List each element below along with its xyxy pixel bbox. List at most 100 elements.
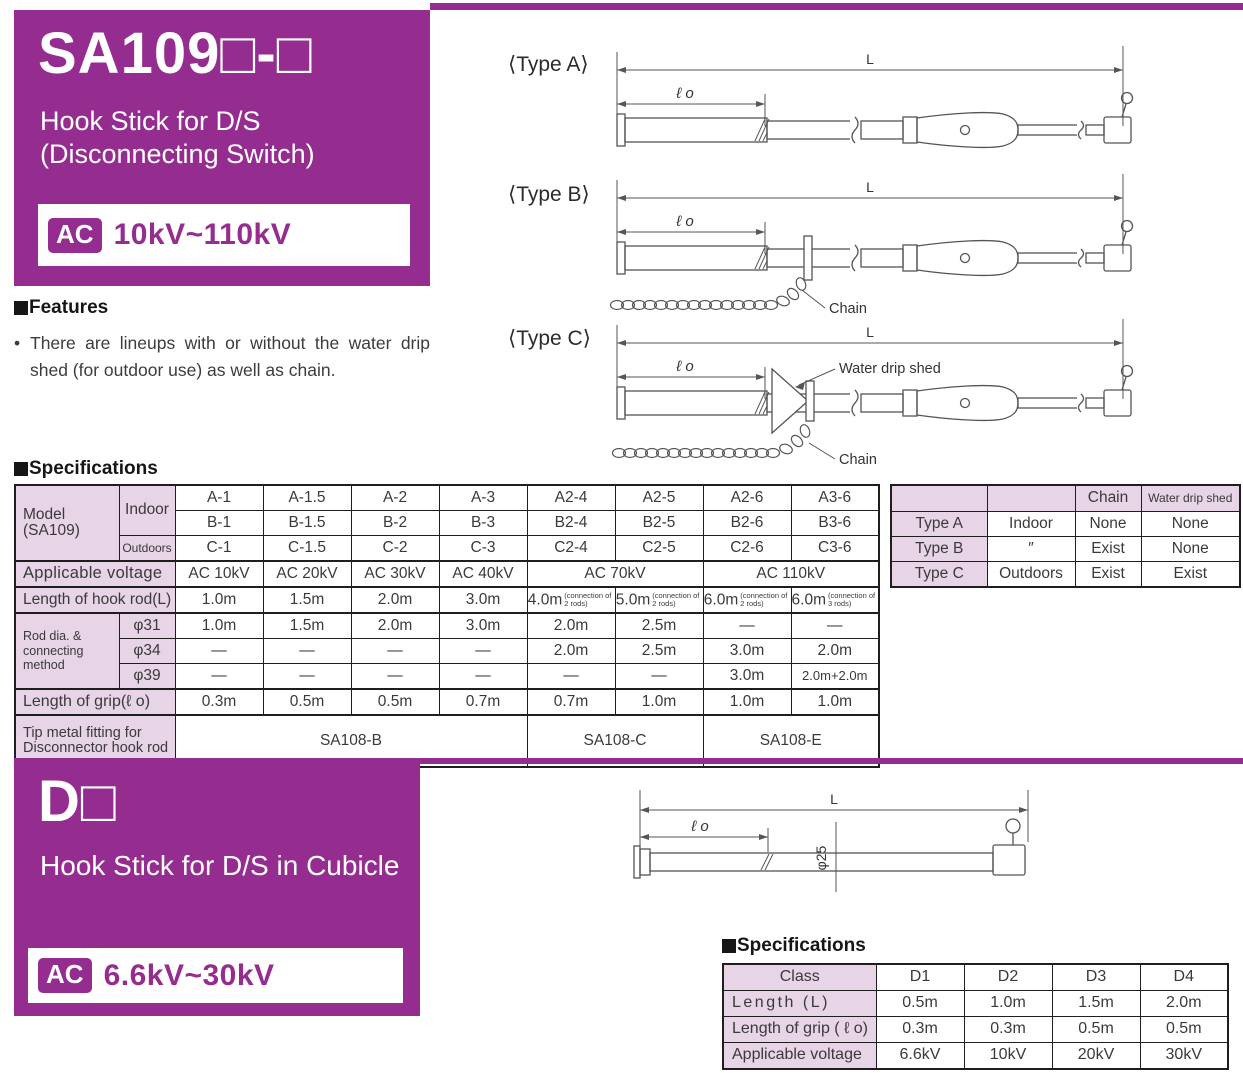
table-cell: AC 110kV — [702, 560, 880, 588]
table-cell: D4 — [1139, 963, 1229, 991]
dia39-label: φ39 — [118, 663, 176, 690]
length-label: Length (L) — [722, 990, 877, 1017]
table-cell: C-3 — [438, 535, 528, 562]
table-cell: 2.0m — [790, 638, 880, 664]
dia31-label: φ31 — [118, 612, 176, 639]
dim-lo-label: ℓ o — [675, 213, 693, 230]
table-cell: 1.0m — [963, 990, 1053, 1017]
table-cell: AC 70kV — [526, 560, 704, 588]
table-cell: 2.5m — [614, 638, 704, 664]
table-cell: — — [438, 638, 528, 664]
dia-row-34: φ34 — — — — 2.0m 2.5m 3.0m 2.0m — [15, 638, 880, 664]
table-cell: C2-6 — [702, 535, 792, 562]
section2-model-title: D□ — [38, 769, 117, 834]
type-c-row: Type C Outdoors Exist Exist — [890, 561, 1241, 588]
type-a-diagram: L ℓ o — [616, 46, 1134, 149]
section2-header-box: D□ Hook Stick for D/S in Cubicle AC 6.6k… — [14, 758, 420, 1016]
table-cell: 0.7m — [526, 688, 616, 716]
section2-voltage-range: 6.6kV~30kV — [103, 958, 275, 992]
tip-label-2: Disconnector hook rod — [23, 740, 169, 756]
table-cell: None — [1140, 511, 1241, 537]
type-b-row: Type B ″ Exist None — [890, 536, 1241, 562]
type-a-label: ⟨Type A⟩ — [508, 53, 589, 76]
table-cell: C2-4 — [526, 535, 616, 562]
table-cell: D3 — [1051, 963, 1141, 991]
cubicle-stick-diagram: L ℓ o φ25 — [633, 790, 1029, 892]
table-cell: ″ — [986, 536, 1076, 562]
table-cell: 2.0m — [526, 612, 616, 639]
table-cell: — — [350, 638, 440, 664]
table-cell: 6.0m (connection of 3 rods) — [790, 586, 880, 614]
table-cell: Outdoors — [986, 561, 1076, 588]
water-drip-shed-graphic — [771, 367, 809, 435]
rod-dia-label-1: Rod dia. & — [23, 629, 82, 644]
indoor-cell: Indoor — [118, 484, 176, 536]
class-label: Class — [722, 963, 877, 991]
table-cell: 1.0m — [614, 688, 704, 716]
class-row: Class D1 D2 D3 D4 — [722, 963, 1229, 991]
table-cell: AC 40kV — [438, 560, 528, 588]
table-cell: 10kV — [963, 1042, 1053, 1070]
section1-model-title: SA109□-□ — [38, 21, 313, 86]
top-rule — [430, 3, 1243, 10]
hook-rod-label: Length of hook rod(L) — [14, 586, 176, 614]
tip-label-1: Tip metal fitting for — [23, 724, 142, 741]
table-cell: — — [174, 638, 264, 664]
rod-dia-header-cell: Rod dia. & connecting method — [14, 612, 120, 690]
dim-L-label: L — [830, 791, 838, 807]
table-cell: 6.6kV — [875, 1042, 965, 1070]
ac-badge: AC — [38, 958, 92, 993]
chain-callout: Chain — [839, 452, 877, 468]
table-cell: B-1.5 — [262, 510, 352, 536]
main-spec-table: Model (SA109) Indoor A-1 A-1.5 A-2 A-3 A… — [14, 484, 880, 768]
type-a-row: Type A Indoor None None — [890, 511, 1241, 537]
table-cell: — — [438, 663, 528, 690]
table-cell: 3.0m — [438, 586, 528, 614]
table-cell: C-1 — [174, 535, 264, 562]
table-cell: 0.3m — [875, 1016, 965, 1043]
voltage-row-bottom: Applicable voltage 6.6kV 10kV 20kV 30kV — [722, 1042, 1229, 1070]
table-cell: C-2 — [350, 535, 440, 562]
dim-L-label: L — [866, 51, 874, 67]
length-row: Length (L) 0.5m 1.0m 1.5m 2.0m — [722, 990, 1229, 1017]
table-cell: None — [1140, 536, 1241, 562]
empty-header-cell — [890, 484, 988, 512]
type-c-label: ⟨Type C⟩ — [508, 327, 591, 350]
section1-subtitle-2: (Disconnecting Switch) — [40, 139, 315, 169]
grip-row-bottom: Length of grip ( ℓ o) 0.3m 0.3m 0.5m 0.5… — [722, 1016, 1229, 1043]
section2-rule — [420, 758, 1243, 764]
chain-graphic — [611, 424, 811, 459]
model-label-2: (SA109) — [23, 522, 80, 539]
table-cell: — — [262, 663, 352, 690]
features-heading-text: Features — [29, 297, 109, 318]
dim-L-label: L — [866, 324, 874, 340]
table-cell: 4.0m (connection of 2 rods) — [526, 586, 616, 614]
table-cell: Exist — [1074, 561, 1142, 588]
cubicle-rod-graphic — [633, 818, 1026, 879]
chain-header: Chain — [1074, 484, 1142, 512]
section-marker-icon — [722, 939, 736, 953]
section2-subtitle: Hook Stick for D/S in Cubicle — [40, 850, 400, 881]
voltage-label-bottom: Applicable voltage — [722, 1042, 877, 1070]
section1-subtitle-1: Hook Stick for D/S — [40, 106, 261, 136]
table-cell: AC 10kV — [174, 560, 264, 588]
hook-rod-row: Length of hook rod(L) 1.0m 1.5m 2.0m 3.0… — [14, 586, 880, 614]
chain-graphic — [609, 277, 807, 311]
table-cell: 0.7m — [438, 688, 528, 716]
table-cell: 2.5m — [614, 612, 704, 639]
table-cell: 1.5m — [262, 612, 352, 639]
table-cell: A2-5 — [614, 484, 704, 511]
ac-badge: AC — [48, 217, 102, 253]
table-cell: 0.3m — [963, 1016, 1053, 1043]
table-cell: 1.0m — [174, 586, 264, 614]
water-drip-shed-callout: Water drip shed — [839, 361, 941, 377]
model-label-1: Model — [23, 505, 66, 523]
voltage-label: Applicable voltage — [14, 560, 176, 588]
model-row-c: Outdoors C-1 C-1.5 C-2 C-3 C2-4 C2-5 C2-… — [15, 535, 880, 562]
table-cell: 30kV — [1139, 1042, 1229, 1070]
grip-label: Length of grip(ℓ o) — [14, 688, 176, 716]
table-cell: 0.5m — [1139, 1016, 1229, 1043]
table-cell: 1.0m — [790, 688, 880, 716]
spec-heading-1-text: Specifications — [29, 458, 158, 479]
